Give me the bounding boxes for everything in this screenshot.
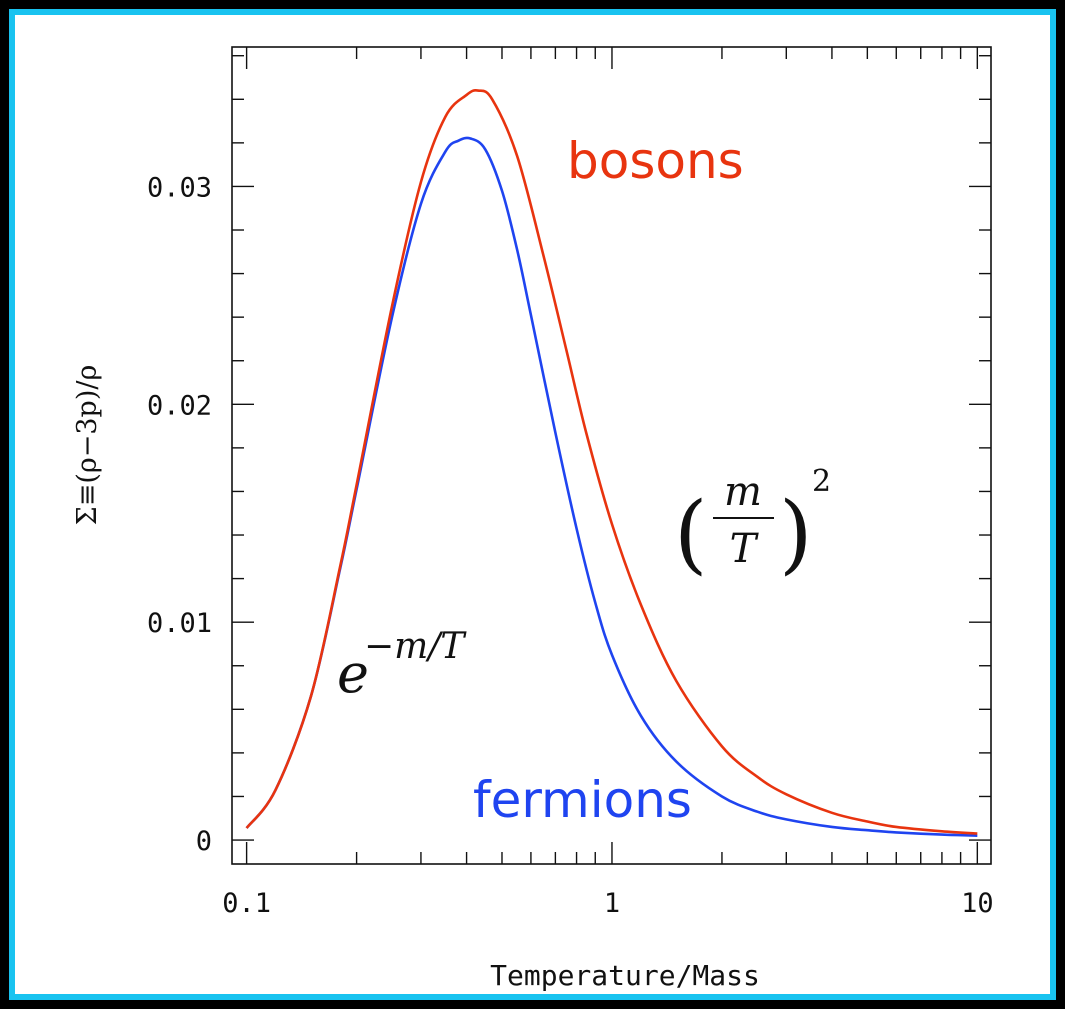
annotation-power-denominator: T bbox=[730, 526, 760, 572]
annotation-power-numerator: m bbox=[724, 469, 762, 515]
x-axis-title: Temperature/Mass bbox=[490, 959, 760, 992]
annotation-exp: e −m/T bbox=[337, 626, 467, 705]
annotation-power: ( m T ) 2 bbox=[674, 464, 831, 584]
ticks bbox=[232, 47, 991, 864]
y-tick-label: 0.01 bbox=[147, 608, 212, 639]
x-tick-label: 1 bbox=[604, 888, 620, 919]
series-label-fermions: fermions bbox=[473, 771, 692, 829]
y-tick-label: 0 bbox=[196, 826, 212, 857]
chart-panel bbox=[9, 9, 1056, 1000]
annotation-power-right-paren: ) bbox=[779, 484, 813, 584]
annotation-exp-exponent: −m/T bbox=[364, 626, 467, 667]
tick-labels: 0.1 1 10 0 0.01 0.02 0.03 bbox=[147, 172, 994, 919]
annotation-power-exponent: 2 bbox=[812, 464, 831, 499]
annotation-power-left-paren: ( bbox=[674, 484, 708, 584]
y-tick-label: 0.03 bbox=[147, 172, 212, 203]
x-tick-label: 0.1 bbox=[222, 888, 271, 919]
annotation-exp-base: e bbox=[337, 642, 369, 705]
series bbox=[245, 89, 978, 837]
y-axis-title: Σ≡(ρ−3p)/ρ bbox=[72, 365, 103, 526]
series-line-bosons bbox=[245, 89, 978, 835]
y-tick-label: 0.02 bbox=[147, 390, 212, 421]
series-label-bosons: bosons bbox=[567, 132, 744, 190]
x-tick-label: 10 bbox=[961, 888, 994, 919]
